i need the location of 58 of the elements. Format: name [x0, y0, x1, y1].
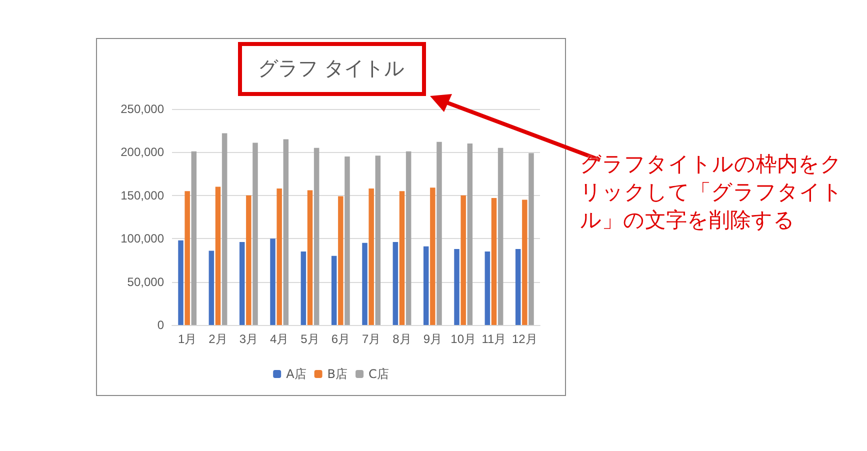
x-tick-label: 6月 [331, 332, 350, 346]
bar [375, 156, 381, 325]
bar [467, 144, 473, 325]
bar [276, 188, 282, 325]
bar [528, 153, 534, 325]
legend-label: C店 [368, 367, 389, 381]
x-tick-label: 9月 [423, 332, 442, 346]
bar [344, 156, 350, 325]
bar [191, 151, 197, 325]
bar [270, 238, 276, 325]
bar [283, 139, 289, 325]
bar [215, 186, 221, 325]
bar [436, 142, 442, 325]
y-tick-label: 250,000 [120, 102, 164, 116]
x-tick-label: 2月 [208, 332, 228, 346]
bar [454, 248, 460, 325]
x-tick-label: 11月 [482, 332, 506, 346]
bar [430, 188, 436, 325]
x-tick-label: 1月 [178, 332, 197, 346]
bar [208, 250, 214, 325]
bar [222, 133, 228, 325]
y-tick-label: 50,000 [127, 274, 164, 289]
bar [239, 242, 245, 325]
bar [392, 242, 398, 325]
x-tick-label: 8月 [392, 332, 412, 346]
bar [399, 191, 405, 325]
bar [484, 252, 490, 325]
bar [498, 148, 504, 325]
x-tick-label: 7月 [362, 332, 381, 346]
bar [522, 200, 528, 325]
legend-label: A店 [286, 367, 306, 381]
bar [300, 252, 306, 325]
legend-label: B店 [327, 367, 348, 381]
x-tick-label: 10月 [450, 332, 476, 346]
bar [307, 190, 313, 325]
x-tick-label: 3月 [239, 332, 258, 346]
bar [491, 198, 497, 325]
y-tick-label: 150,000 [120, 188, 164, 202]
y-tick-label: 0 [157, 318, 164, 332]
chart-title: グラフ タイトル [258, 56, 404, 80]
x-tick-label: 12月 [512, 332, 538, 346]
x-tick-label: 4月 [270, 332, 289, 346]
bar [460, 195, 466, 325]
bar [252, 142, 258, 325]
bar [184, 191, 190, 325]
x-tick-label: 5月 [300, 332, 320, 346]
bar [406, 151, 412, 325]
bar [246, 195, 252, 325]
bar [314, 148, 320, 325]
bar [368, 188, 374, 325]
bar [515, 248, 521, 325]
bar [362, 242, 368, 325]
y-tick-label: 100,000 [120, 232, 164, 246]
y-tick-label: 200,000 [120, 145, 164, 160]
bar [178, 240, 184, 325]
bar [423, 246, 429, 325]
bar [331, 256, 337, 325]
bar [338, 196, 344, 325]
